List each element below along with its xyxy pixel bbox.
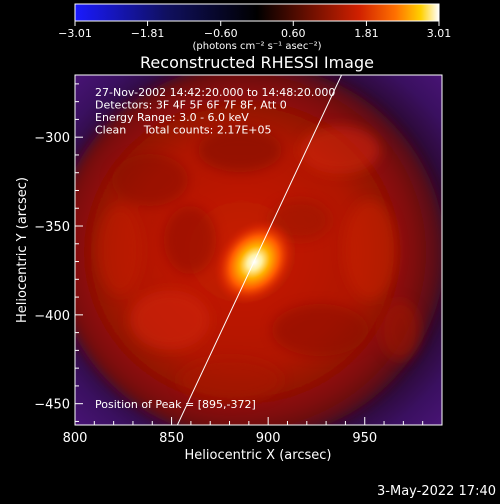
x-tick-label: 850 bbox=[159, 431, 184, 446]
x-tick-label: 950 bbox=[352, 431, 377, 446]
annotation-line: Clean Total counts: 2.17E+05 bbox=[95, 124, 272, 137]
colorbar-units-label: (photons cm⁻² s⁻¹ asec⁻²) bbox=[192, 41, 321, 52]
x-tick-label: 900 bbox=[256, 431, 281, 446]
y-axis-title: Heliocentric Y (arcsec) bbox=[15, 177, 30, 323]
peak-source bbox=[214, 219, 295, 305]
annotation-line: Energy Range: 3.0 - 6.0 keV bbox=[95, 111, 249, 124]
colorbar-ticks: −3.01 −1.81 −0.60 0.60 1.81 3.01 bbox=[58, 21, 451, 40]
colorbar-tick-label: −3.01 bbox=[58, 27, 92, 40]
y-tick-label: −350 bbox=[34, 220, 70, 235]
colorbar-tick-label: −1.81 bbox=[131, 27, 165, 40]
footer-timestamp: 3-May-2022 17:40 bbox=[377, 484, 496, 499]
heatmap-image bbox=[75, 75, 442, 425]
peak-position-label: Position of Peak = [895,-372] bbox=[95, 398, 256, 411]
annotation-block: 27-Nov-2002 14:42:20.000 to 14:48:20.000… bbox=[95, 86, 335, 137]
y-tick-label: −400 bbox=[34, 309, 70, 324]
colorbar-tick-label: 0.60 bbox=[281, 27, 306, 40]
colorbar-tick-label: 1.81 bbox=[354, 27, 379, 40]
colorbar-gradient bbox=[74, 3, 440, 22]
colorbar-tick-label: 3.01 bbox=[427, 27, 452, 40]
x-axis: 800 850 900 950 bbox=[63, 417, 424, 446]
y-tick-label: −450 bbox=[34, 398, 70, 413]
plot-frame bbox=[74, 74, 443, 426]
colorbar: −3.01 −1.81 −0.60 0.60 1.81 3.01 (photons cm⁻… bbox=[58, 3, 451, 52]
chart-title: Reconstructed RHESSI Image bbox=[140, 53, 374, 72]
annotation-line: Detectors: 3F 4F 5F 6F 7F 8F, Att 0 bbox=[95, 99, 287, 112]
y-axis: −300 −350 −400 −450 bbox=[34, 83, 83, 422]
x-axis-title: Heliocentric X (arcsec) bbox=[185, 448, 332, 463]
x-tick-label: 800 bbox=[63, 431, 88, 446]
solar-limb-line bbox=[176, 75, 343, 425]
colorbar-tick-label: −0.60 bbox=[204, 27, 238, 40]
y-tick-label: −300 bbox=[34, 131, 70, 146]
annotation-line: 27-Nov-2002 14:42:20.000 to 14:48:20.000 bbox=[95, 86, 335, 99]
